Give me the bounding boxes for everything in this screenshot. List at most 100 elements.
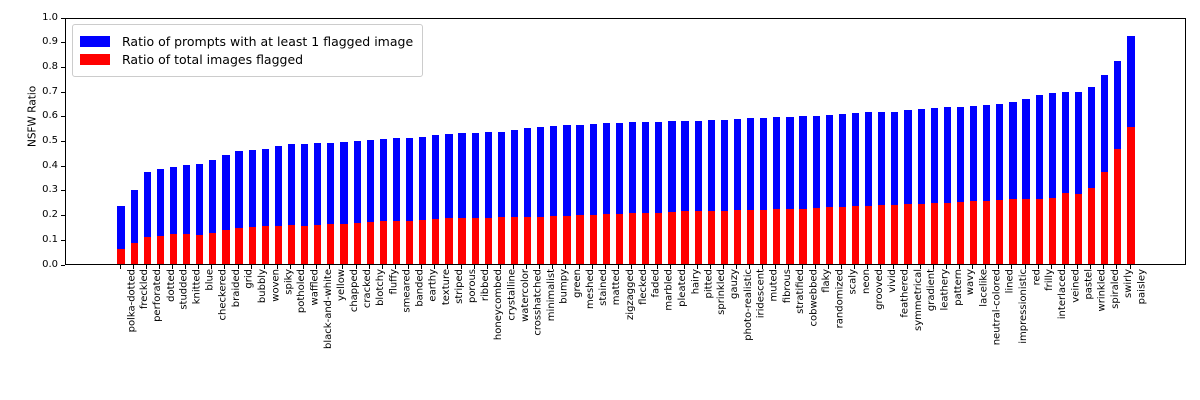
bar-images-flagged-blue [196, 234, 204, 264]
x-tick-mark [906, 265, 908, 269]
bar-images-flagged-polka-dotted [117, 248, 125, 264]
x-category-label-leathery: leathery [939, 269, 951, 311]
x-category-label-green: green [571, 269, 583, 298]
y-tick-label: 0.5 [42, 135, 58, 147]
y-tick-mark [61, 42, 65, 44]
x-category-label-studded: studded [178, 269, 190, 310]
bar-prompts-flagged-bumpy [550, 125, 558, 264]
x-category-label-marbled: marbled [663, 269, 675, 311]
x-category-label-banded: banded [414, 269, 426, 307]
bar-images-flagged-checkered [209, 233, 217, 264]
x-tick-mark [840, 265, 842, 269]
bar-prompts-flagged-feathered [891, 111, 899, 264]
x-tick-mark [355, 265, 357, 269]
bar-images-flagged-veined [1061, 192, 1069, 264]
bar-prompts-flagged-potholed [287, 144, 296, 264]
x-category-label-stained: stained [598, 269, 610, 306]
x-tick-mark [552, 265, 554, 269]
x-category-label-checkered: checkered [217, 269, 229, 321]
bar-images-flagged-banded [405, 220, 414, 264]
x-tick-mark [421, 265, 423, 269]
x-category-label-impressionistic: impressionistic [1017, 269, 1029, 344]
x-tick-mark [972, 265, 974, 269]
bar-images-flagged-red [1022, 199, 1030, 264]
bar-prompts-flagged-pitted [694, 120, 702, 264]
bar-prompts-flagged-lined [996, 103, 1004, 264]
bar-images-flagged-frilly [1035, 198, 1043, 264]
x-category-label-bumpy: bumpy [558, 269, 570, 304]
bar-prompts-flagged-polka-dotted [117, 206, 125, 264]
bar-prompts-flagged-symmetrical [904, 110, 912, 264]
bar-prompts-flagged-ribbed [471, 132, 479, 264]
bar-prompts-flagged-woven [261, 149, 269, 264]
x-tick-mark [1037, 265, 1039, 269]
x-tick-mark [276, 265, 278, 269]
x-category-label-grooved: grooved [873, 269, 885, 310]
bar-prompts-flagged-texture [432, 134, 440, 264]
bar-prompts-flagged-cracked [353, 140, 361, 264]
x-tick-mark [329, 265, 331, 269]
bar-prompts-flagged-fluffy [379, 138, 387, 264]
bar-images-flagged-feathered [891, 204, 899, 264]
bar-prompts-flagged-spiky [274, 146, 282, 264]
x-tick-mark [775, 265, 777, 269]
bar-images-flagged-neutral-colored [983, 200, 991, 264]
bar-images-flagged-honeycombed [484, 218, 492, 264]
x-tick-mark [709, 265, 711, 269]
x-category-label-flecked: flecked [637, 269, 649, 305]
bar-images-flagged-crosshatched [524, 217, 532, 264]
x-category-label-meshed: meshed [585, 269, 597, 309]
bar-prompts-flagged-yellow [327, 142, 335, 264]
x-tick-mark [854, 265, 856, 269]
y-tick-label: 1.0 [42, 11, 58, 23]
bar-prompts-flagged-muted [760, 117, 768, 264]
y-tick-label: 0.0 [42, 258, 58, 270]
x-tick-mark [171, 265, 173, 269]
bar-images-flagged-crystalline [497, 217, 505, 264]
x-category-label-lined: lined [1004, 269, 1016, 294]
x-tick-mark [224, 265, 226, 269]
legend-entry-prompts-flagged: Ratio of prompts with at least 1 flagged… [80, 34, 413, 49]
x-category-label-symmetrical: symmetrical [913, 269, 925, 331]
bar-images-flagged-muted [760, 209, 768, 264]
bar-images-flagged-paisley [1127, 127, 1135, 264]
bar-prompts-flagged-meshed [576, 124, 584, 264]
bar-images-flagged-green [563, 215, 571, 264]
x-category-label-waffled: waffled [309, 269, 321, 306]
bar-images-flagged-zigzagged [615, 213, 624, 264]
bar-images-flagged-fluffy [379, 220, 387, 264]
bar-images-flagged-randomized [825, 207, 833, 264]
bar-images-flagged-striped [445, 218, 453, 264]
y-tick-label: 0.4 [42, 159, 58, 171]
bar-prompts-flagged-vivid [878, 111, 886, 264]
x-category-label-swirly: swirly [1122, 269, 1134, 298]
y-tick-mark [61, 190, 65, 192]
bar-prompts-flagged-striped [445, 133, 453, 264]
bar-prompts-flagged-black-and-white [314, 143, 322, 264]
x-tick-mark [342, 265, 344, 269]
bar-images-flagged-cobwebbed [799, 208, 807, 264]
bar-images-flagged-blotchy [366, 222, 374, 264]
x-tick-mark [237, 265, 239, 269]
x-category-label-neutral-colored: neutral-colored [991, 269, 1003, 346]
x-tick-mark [408, 265, 410, 269]
x-category-label-frilly: frilly [1044, 269, 1056, 291]
x-category-label-faded: faded [650, 269, 662, 298]
bar-prompts-flagged-matted [602, 123, 610, 264]
x-tick-mark [683, 265, 685, 269]
y-tick-mark [61, 116, 65, 118]
bar-prompts-flagged-lacelike [970, 105, 978, 264]
bar-prompts-flagged-neon [851, 113, 860, 264]
x-category-label-vivid: vivid [886, 269, 898, 293]
bar-prompts-flagged-wrinkled [1088, 87, 1096, 264]
x-category-label-crystalline: crystalline [506, 269, 518, 321]
bar-prompts-flagged-green [563, 124, 571, 264]
bar-prompts-flagged-stained [589, 123, 597, 264]
x-tick-mark [526, 265, 528, 269]
bar-prompts-flagged-scaly [838, 114, 847, 264]
x-category-label-bubbly: bubbly [257, 269, 269, 304]
x-category-label-veined: veined [1070, 269, 1082, 303]
bar-images-flagged-cracked [353, 223, 361, 264]
x-category-label-randomized: randomized [834, 269, 846, 329]
bar-images-flagged-faded [642, 213, 650, 264]
